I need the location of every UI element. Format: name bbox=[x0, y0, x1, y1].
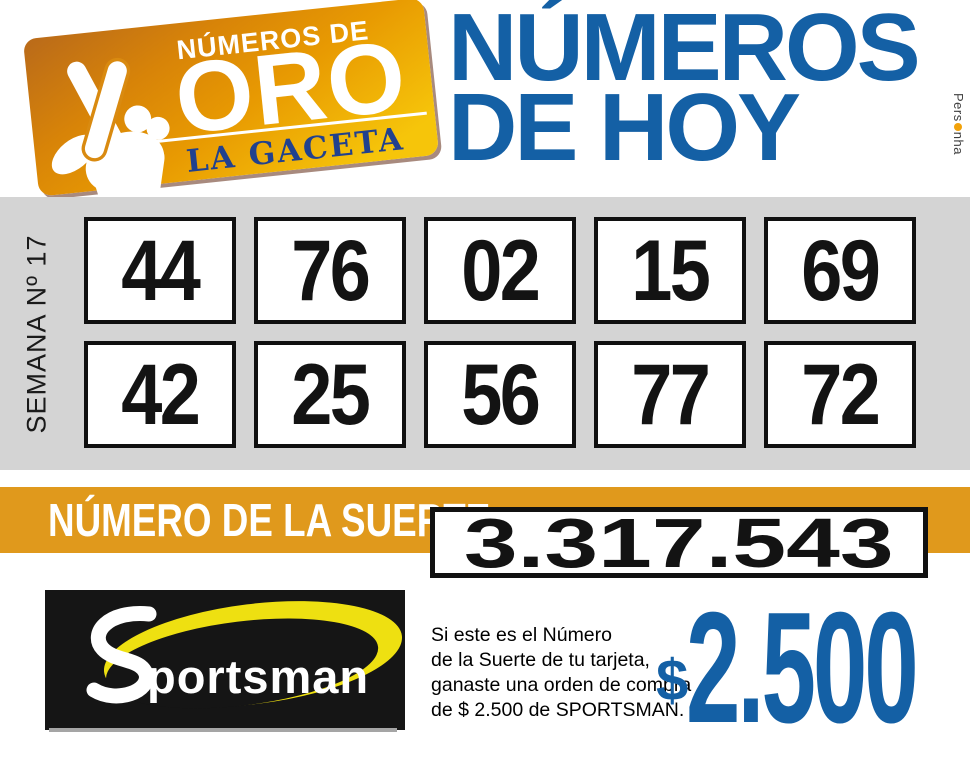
credit-vertical-text: Pers nha bbox=[951, 93, 966, 155]
drawn-number: 44 bbox=[121, 221, 202, 319]
number-cell: 44 bbox=[84, 217, 236, 324]
sportsman-s-icon bbox=[86, 606, 157, 704]
lucky-number-value: 3.317.543 bbox=[464, 503, 894, 582]
number-cell: 76 bbox=[254, 217, 406, 324]
credit-part1: Pers bbox=[951, 93, 966, 122]
number-cell: 02 bbox=[424, 217, 576, 324]
desc-line: de $ 2.500 de SPORTSMAN. bbox=[431, 699, 685, 721]
sportsman-wordmark: portsman bbox=[147, 650, 369, 703]
number-cell: 56 bbox=[424, 341, 576, 448]
desc-line: Si este es el Número bbox=[431, 624, 612, 646]
drawn-number: 76 bbox=[291, 221, 372, 319]
page-title: NÚMEROS DE HOY bbox=[448, 0, 921, 181]
number-cell: 15 bbox=[594, 217, 746, 324]
drawn-number: 72 bbox=[801, 345, 882, 443]
sportsman-logo: portsman bbox=[45, 590, 405, 734]
drawn-number: 69 bbox=[801, 221, 882, 319]
drawn-number: 77 bbox=[631, 345, 712, 443]
desc-line: de la Suerte de tu tarjeta, bbox=[431, 649, 650, 671]
number-cell: 69 bbox=[764, 217, 916, 324]
prize-currency: $ bbox=[656, 648, 689, 713]
title-line-2: DE HOY bbox=[448, 74, 801, 181]
number-cell: 25 bbox=[254, 341, 406, 448]
drawn-number: 15 bbox=[631, 221, 712, 319]
number-cell: 72 bbox=[764, 341, 916, 448]
prize-description: Si este es el Número de la Suerte de tu … bbox=[431, 623, 691, 723]
title-line-1: NÚMEROS bbox=[448, 0, 921, 101]
drawn-number: 42 bbox=[121, 345, 202, 443]
numeros-de-oro-logo-card: NÚMEROS DE ORO LA GACETA bbox=[22, 0, 440, 220]
number-cell: 77 bbox=[594, 341, 746, 448]
numbers-grid: 44 76 02 15 69 42 25 56 77 72 bbox=[84, 217, 916, 448]
credit-o-dot-icon bbox=[954, 122, 962, 131]
number-cell: 42 bbox=[84, 341, 236, 448]
week-label: SEMANA Nº 17 bbox=[21, 234, 52, 433]
sportsman-logo-svg: portsman bbox=[45, 590, 405, 732]
credit-part2: nha bbox=[951, 131, 966, 155]
numbers-panel: SEMANA Nº 17 44 76 02 15 69 42 25 56 77 … bbox=[0, 197, 970, 470]
drawn-number: 02 bbox=[461, 221, 542, 319]
desc-line: ganaste una orden de compra bbox=[431, 674, 692, 696]
lucky-number-label: NÚMERO DE LA SUERTE bbox=[48, 494, 491, 546]
prize-amount: 2.500 bbox=[686, 580, 919, 756]
drawn-number: 25 bbox=[291, 345, 372, 443]
lucky-number-box: 3.317.543 bbox=[430, 504, 928, 582]
drawn-number: 56 bbox=[461, 345, 542, 443]
